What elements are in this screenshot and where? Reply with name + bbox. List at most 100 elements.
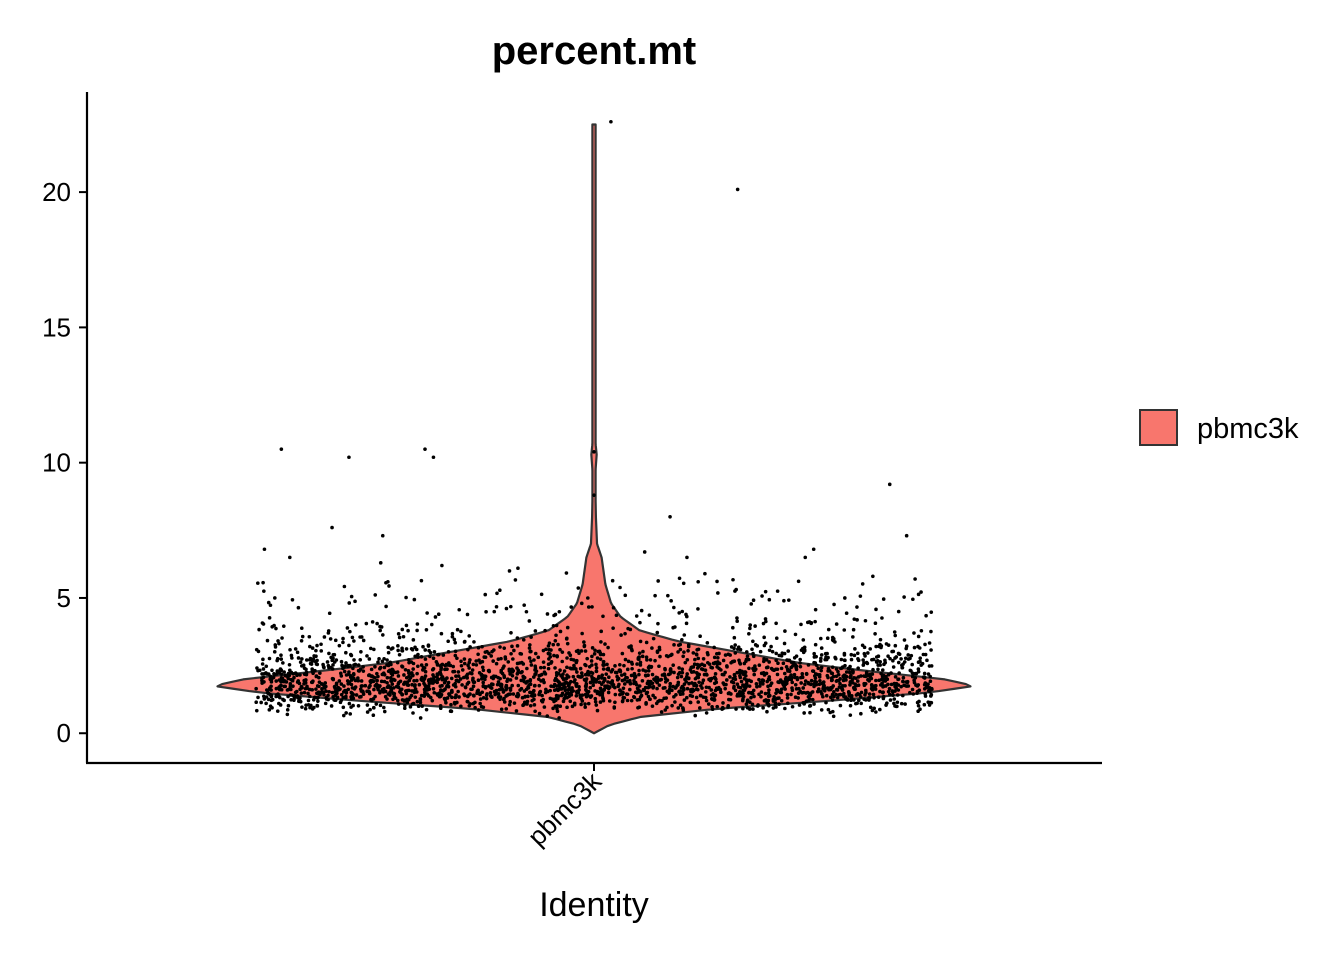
data-point: [922, 676, 927, 680]
data-point: [300, 634, 305, 639]
data-point: [521, 674, 525, 679]
data-point: [275, 669, 280, 673]
legend: pbmc3k: [1139, 409, 1299, 446]
data-point: [733, 674, 737, 679]
data-point: [533, 629, 538, 633]
data-point: [404, 647, 409, 651]
data-point: [384, 580, 388, 585]
data-point: [282, 679, 286, 684]
data-point: [348, 712, 353, 716]
data-point: [849, 698, 853, 702]
data-point: [882, 679, 886, 683]
data-point: [685, 672, 689, 676]
data-point: [396, 648, 400, 653]
data-point: [556, 671, 561, 676]
data-point: [474, 663, 479, 667]
data-point: [472, 694, 476, 698]
data-point: [634, 614, 639, 618]
data-point: [413, 695, 418, 699]
data-point: [340, 663, 344, 668]
data-point: [463, 693, 467, 698]
data-point: [859, 690, 864, 695]
data-point: [700, 681, 705, 685]
data-point: [496, 657, 501, 661]
data-point: [262, 672, 267, 676]
data-point: [275, 658, 279, 663]
data-point: [809, 621, 813, 626]
data-point: [824, 655, 828, 660]
data-point: [717, 651, 721, 656]
data-point: [895, 693, 900, 697]
data-point: [852, 617, 857, 621]
data-point: [778, 678, 783, 682]
data-point: [696, 647, 701, 652]
data-point: [267, 708, 272, 712]
data-point: [525, 666, 529, 671]
data-point: [618, 585, 622, 590]
data-point: [415, 653, 420, 658]
data-point: [394, 684, 399, 689]
data-point: [707, 662, 712, 666]
data-point: [679, 674, 684, 679]
data-point: [863, 692, 867, 697]
data-point: [638, 663, 643, 667]
data-point: [904, 680, 908, 684]
data-point: [873, 632, 877, 636]
data-point: [272, 650, 277, 654]
data-point: [924, 613, 928, 618]
data-point: [689, 670, 694, 674]
data-point: [565, 625, 570, 630]
data-point: [307, 634, 312, 639]
data-point: [443, 667, 447, 672]
data-point: [735, 670, 739, 675]
data-point: [351, 696, 356, 701]
data-point: [591, 679, 595, 683]
data-point: [864, 660, 869, 665]
data-point: [924, 685, 929, 690]
data-point: [876, 667, 880, 672]
data-point: [744, 659, 748, 663]
data-point: [647, 613, 652, 617]
data-point: [706, 702, 711, 706]
data-point: [288, 647, 292, 652]
data-point: [747, 707, 752, 711]
data-point: [314, 654, 318, 659]
data-point: [511, 657, 515, 661]
data-point: [268, 704, 273, 709]
data-point: [861, 663, 866, 667]
data-point: [435, 675, 439, 679]
data-point: [622, 672, 627, 677]
data-point: [661, 686, 666, 690]
data-point: [386, 645, 391, 650]
data-point: [396, 702, 401, 706]
data-point: [452, 637, 457, 642]
data-point: [761, 659, 766, 664]
data-point: [565, 681, 570, 686]
data-point: [465, 612, 470, 617]
data-point: [315, 662, 320, 667]
data-point: [431, 455, 436, 460]
data-point: [601, 614, 605, 619]
data-point: [571, 674, 576, 679]
data-point: [653, 658, 657, 663]
data-point: [457, 695, 461, 699]
data-point: [545, 612, 550, 616]
data-point: [610, 679, 615, 683]
data-point: [712, 655, 717, 660]
data-point: [863, 618, 868, 623]
data-point: [874, 710, 878, 714]
data-point: [348, 629, 352, 634]
data-point: [501, 690, 506, 694]
data-point: [326, 693, 330, 698]
data-point: [331, 677, 336, 681]
data-point: [473, 700, 477, 705]
data-point: [292, 698, 296, 703]
data-point: [574, 694, 579, 698]
data-point: [298, 660, 303, 664]
data-point: [569, 605, 574, 609]
data-point: [423, 683, 427, 687]
data-point: [779, 699, 784, 703]
data-point: [543, 690, 548, 695]
data-point: [270, 624, 275, 629]
data-point: [642, 550, 647, 554]
